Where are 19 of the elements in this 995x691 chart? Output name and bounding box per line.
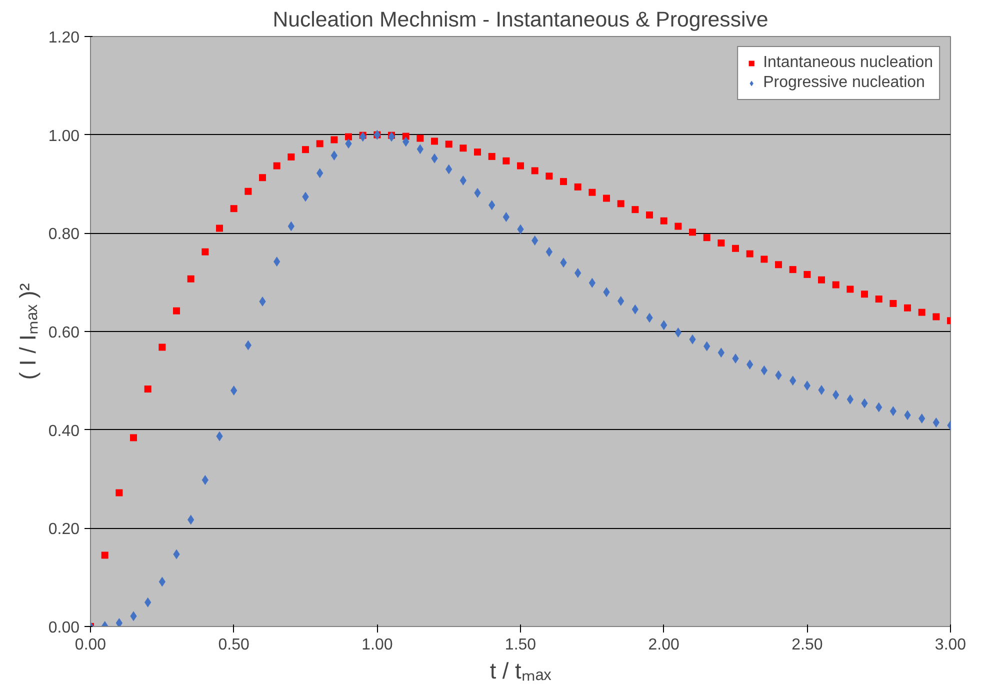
x-tick-label: 0.50	[218, 636, 250, 654]
y-axis-title: ( I / Iₘₐₓ )²	[14, 282, 40, 380]
legend-label: Intantaneous nucleation	[763, 54, 933, 72]
x-tick-label: 3.00	[934, 636, 966, 654]
y-tick-label: 0.60	[48, 324, 80, 342]
x-tick-label: 2.50	[792, 636, 823, 654]
x-tick-label: 2.00	[648, 636, 680, 654]
x-tick-label: 1.00	[362, 636, 393, 654]
y-tick-label: 0.80	[48, 226, 80, 244]
y-tick-label: 0.40	[48, 422, 80, 440]
legend-label: Progressive nucleation	[763, 74, 925, 92]
chart-title: Nucleation Mechnism - Instantaneous & Progressive	[272, 8, 768, 32]
y-tick-label: 1.20	[48, 30, 80, 46]
y-tick-label: 0.20	[48, 521, 80, 538]
x-tick-label: 1.50	[504, 636, 536, 654]
x-axis-title: t / tₘₐₓ	[490, 658, 552, 684]
y-tick-label: 0.00	[48, 620, 80, 636]
x-tick-label: 0.00	[74, 636, 106, 654]
y-tick-label: 1.00	[48, 128, 80, 145]
